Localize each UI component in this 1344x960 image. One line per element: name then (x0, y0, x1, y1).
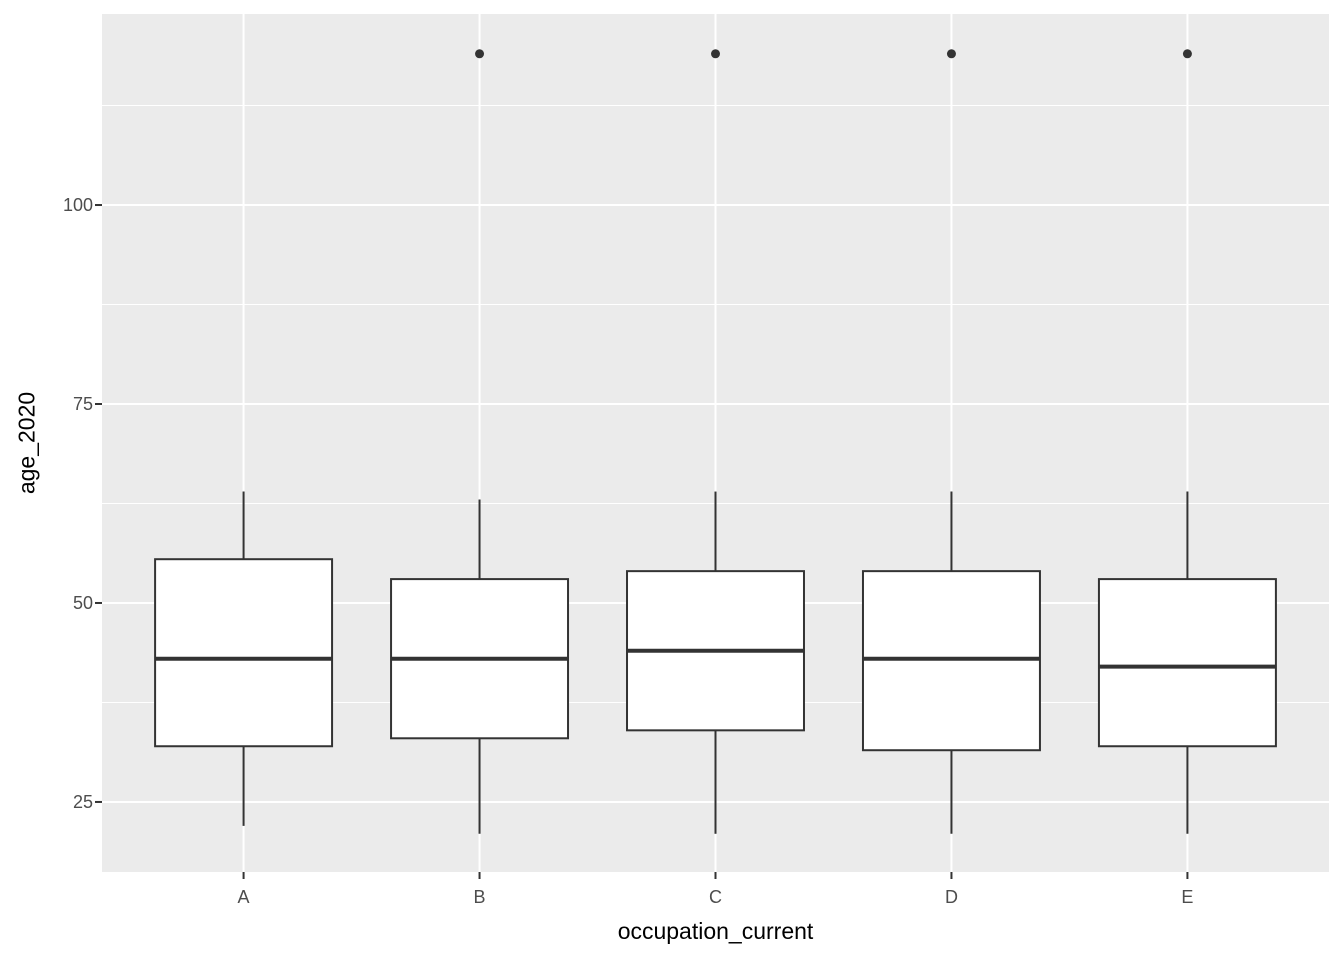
x-axis-title: occupation_current (617, 918, 814, 944)
box-E (1097, 578, 1277, 748)
y-tick-label: 50 (72, 592, 93, 613)
outlier-point-E (1182, 49, 1192, 59)
x-tick-label: C (709, 887, 722, 907)
y-axis-title: age_2020 (13, 391, 40, 495)
y-tick-label: 75 (72, 394, 93, 414)
x-tick-label: E (1181, 887, 1194, 907)
x-tick-label: D (944, 887, 958, 907)
y-tick-label: 100 (62, 195, 93, 216)
x-tick-label: B (473, 887, 486, 907)
outlier-point-C (711, 49, 720, 59)
x-tick-label: A (237, 887, 250, 907)
outlier-point-B (475, 49, 485, 59)
y-tick-label: 25 (72, 791, 93, 812)
outlier-point-D (946, 49, 956, 59)
box-A (154, 558, 334, 748)
